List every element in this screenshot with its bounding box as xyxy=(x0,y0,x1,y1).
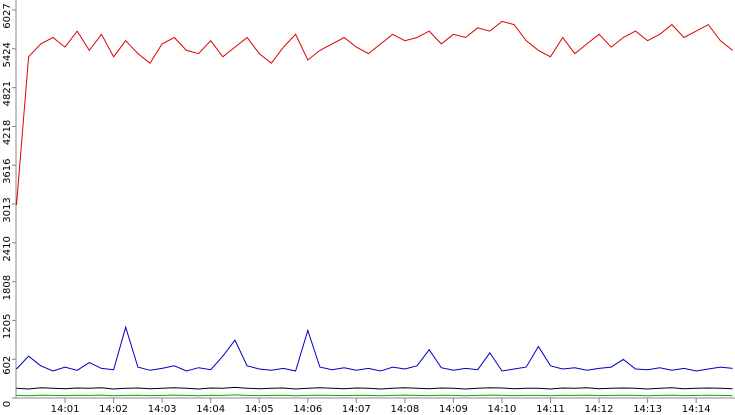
y-tick-label: 1205 xyxy=(2,314,13,339)
y-tick-label: 3013 xyxy=(2,197,13,222)
x-tick-label: 14:06 xyxy=(293,404,322,415)
y-tick-label: 4821 xyxy=(2,81,13,106)
x-tick-label: 14:02 xyxy=(99,404,128,415)
y-tick-label: 0 xyxy=(2,401,13,407)
x-tick-label: 14:14 xyxy=(682,404,711,415)
x-tick-label: 14:11 xyxy=(536,404,565,415)
y-tick-label: 4218 xyxy=(2,120,13,145)
series-line xyxy=(16,325,733,372)
x-tick-label: 14:08 xyxy=(390,404,419,415)
y-tick-label: 6027 xyxy=(2,3,13,28)
x-tick-label: 14:01 xyxy=(51,404,80,415)
x-tick-label: 14:12 xyxy=(585,404,614,415)
x-tick-label: 14:07 xyxy=(342,404,371,415)
x-tick-label: 14:13 xyxy=(633,404,662,415)
y-tick-label: 602 xyxy=(2,356,13,375)
x-tick-label: 14:03 xyxy=(148,404,177,415)
x-tick-label: 14:10 xyxy=(488,404,517,415)
x-tick-label: 14:04 xyxy=(196,404,225,415)
y-tick-label: 5424 xyxy=(2,42,13,67)
y-tick-label: 1808 xyxy=(2,275,13,300)
series-line xyxy=(16,386,733,390)
x-tick-label: 14:05 xyxy=(245,404,274,415)
y-tick-label: 3616 xyxy=(2,158,13,183)
series-line xyxy=(16,20,733,205)
series-line xyxy=(16,394,733,397)
y-tick-label: 2410 xyxy=(2,236,13,261)
x-tick-label: 14:09 xyxy=(439,404,468,415)
